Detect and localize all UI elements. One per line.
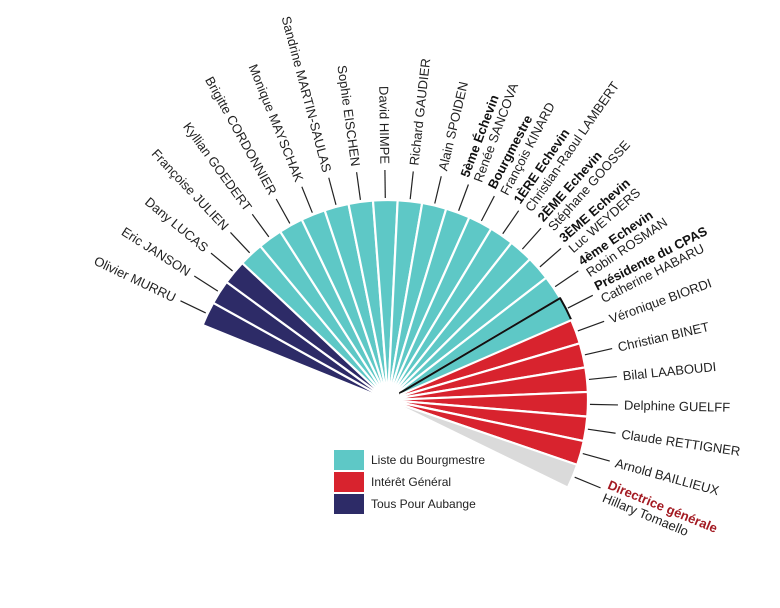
pointer-line-20 xyxy=(577,320,605,332)
pointer-line-6 xyxy=(275,198,291,224)
pointer-line-25 xyxy=(582,453,610,462)
pointer-line-2 xyxy=(193,275,219,292)
pointer-line-5 xyxy=(251,213,270,238)
seat-wedges xyxy=(201,198,590,489)
pointer-line-14 xyxy=(480,195,495,222)
legend: Liste du Bourgmestre Intérêt Général Tous … xyxy=(334,450,485,514)
pointer-line-18 xyxy=(554,270,579,288)
seat-name: Delphine GUELFF xyxy=(624,398,731,415)
pointer-line-1 xyxy=(180,300,206,314)
legend-label-aubange: Tous Pour Aubange xyxy=(371,497,476,511)
pointer-line-19 xyxy=(567,294,594,309)
seat-label-10: David HIMPE xyxy=(376,86,392,165)
pointer-line-24 xyxy=(587,428,616,434)
seat-name: Christian BINET xyxy=(616,319,710,354)
pointer-line-26 xyxy=(574,476,601,489)
pointer-line-17 xyxy=(539,247,562,268)
pointer-line-9 xyxy=(356,172,362,200)
pointer-line-16 xyxy=(521,227,542,250)
pointer-line-13 xyxy=(458,184,469,211)
pointer-line-23 xyxy=(589,403,618,406)
seat-wedge-26 xyxy=(399,403,579,489)
seat-label-11: Richard GAUDIER xyxy=(406,58,433,167)
seat-label-24: Claude RETTIGNER xyxy=(620,427,741,459)
legend-label-interet: Intérêt Général xyxy=(371,475,451,489)
pointer-line-12 xyxy=(434,176,442,204)
seat-label-21: Christian BINET xyxy=(616,319,710,354)
pointer-line-3 xyxy=(210,252,233,272)
pointer-line-11 xyxy=(409,171,414,200)
seat-label-22: Bilal LAABOUDI xyxy=(622,359,717,383)
pointer-line-15 xyxy=(502,210,520,235)
label-pointers xyxy=(180,170,618,489)
seat-name: David HIMPE xyxy=(376,86,392,165)
seat-name: Claude RETTIGNER xyxy=(620,427,741,459)
pointer-line-8 xyxy=(328,177,337,205)
legend-swatch-bourgmestre xyxy=(334,450,364,470)
seat-name: Sophie EISCHEN xyxy=(334,64,363,167)
pointer-line-7 xyxy=(301,186,313,213)
legend-swatch-aubange xyxy=(334,494,364,514)
legend-label-bourgmestre: Liste du Bourgmestre xyxy=(371,453,485,467)
seat-label-23: Delphine GUELFF xyxy=(624,398,731,415)
pointer-line-21 xyxy=(584,347,613,356)
seat-label-9: Sophie EISCHEN xyxy=(334,64,363,167)
pointer-line-4 xyxy=(230,232,251,254)
seat-name: Bilal LAABOUDI xyxy=(622,359,717,383)
legend-swatch-interet xyxy=(334,472,364,492)
seat-name: Richard GAUDIER xyxy=(406,58,433,167)
pointer-line-22 xyxy=(588,375,617,381)
